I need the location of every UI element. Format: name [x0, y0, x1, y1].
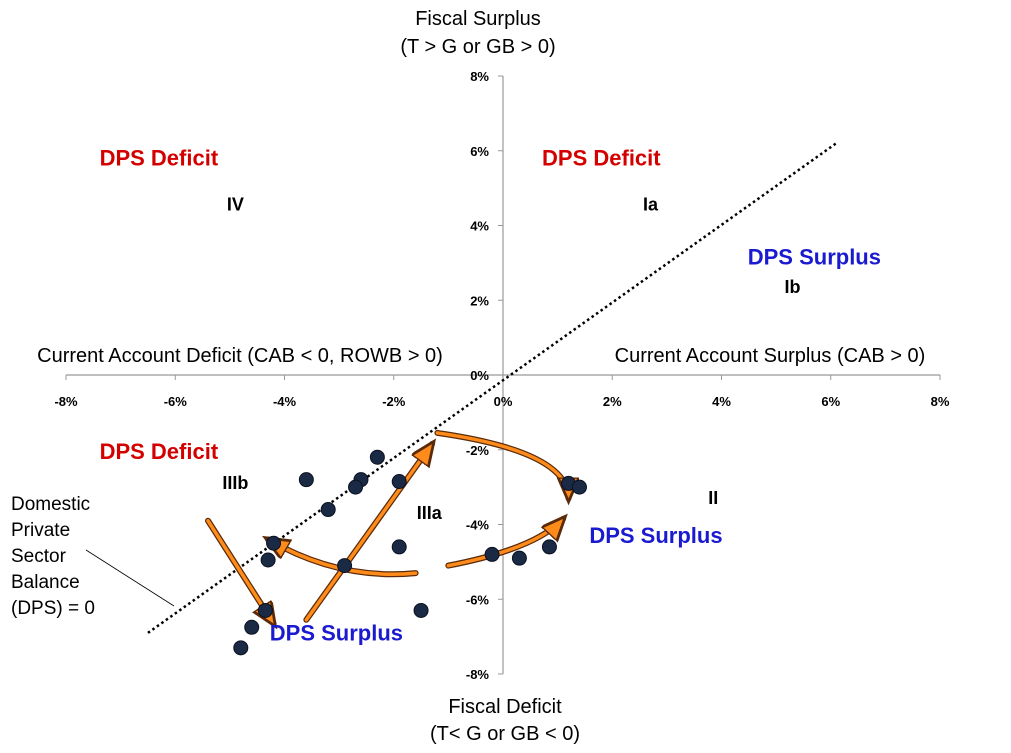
quadrant-labels: IV Ia Ib IIIb IIIa II: [222, 195, 800, 523]
region-labels: DPS Deficit DPS Deficit DPS Surplus DPS Def…: [100, 146, 881, 646]
arrows: [205, 429, 569, 624]
data-point: [369, 449, 385, 465]
region-label: DPS Deficit: [542, 146, 661, 171]
x-tick-label: -8%: [54, 394, 78, 409]
data-point: [541, 539, 557, 555]
dps-label-line: Balance: [11, 572, 80, 593]
y-axis-top-label-line2: (T > G or GB > 0): [400, 36, 555, 58]
data-point: [337, 558, 353, 574]
data-point: [257, 602, 273, 618]
quadrant-label: IV: [227, 195, 244, 215]
arrow: [304, 444, 432, 622]
quadrant-label: IIIb: [222, 473, 248, 493]
x-tick-label: 4%: [712, 394, 731, 409]
data-point: [320, 502, 336, 518]
y-tick-label: 0%: [470, 368, 489, 383]
data-point: [391, 539, 407, 555]
data-point: [391, 474, 407, 490]
x-tick-label: -6%: [164, 394, 188, 409]
y-tick-label: 8%: [470, 69, 489, 84]
region-label: DPS Surplus: [270, 620, 403, 645]
region-label: DPS Deficit: [100, 439, 219, 464]
data-point: [244, 619, 260, 635]
data-point: [484, 546, 500, 562]
data-point: [233, 640, 249, 656]
region-label: DPS Surplus: [589, 523, 722, 548]
x-tick-label: -2%: [382, 394, 406, 409]
dps-label-pointer: [85, 549, 175, 607]
data-point: [413, 602, 429, 618]
arrow: [446, 519, 563, 568]
x-tick-label: 0%: [494, 394, 513, 409]
axis-ticks: -8% -6% -4% -2% 0% 2% 4% 6% 8% 8% 6% 4% 2% 0% -2% -4% -6…: [54, 69, 949, 682]
data-point: [266, 535, 282, 551]
quadrant-label: Ia: [643, 195, 659, 215]
y-tick-label: 4%: [470, 219, 489, 234]
dps-label-line: Sector: [11, 546, 67, 567]
data-point: [511, 550, 527, 566]
dps-label-line: Private: [11, 520, 70, 541]
y-tick-label: -6%: [466, 592, 490, 607]
y-axis-top-label-line1: Fiscal Surplus: [415, 8, 541, 30]
data-point: [260, 552, 276, 568]
dps-line-label: Domestic Private Sector Balance (DPS) = 0: [11, 494, 95, 619]
y-tick-label: -8%: [466, 667, 490, 682]
quadrant-label: IIIa: [417, 503, 443, 523]
x-tick-label: 2%: [603, 394, 622, 409]
y-axis-bottom-label-line1: Fiscal Deficit: [448, 696, 562, 718]
x-axis-right-label: Current Account Surplus (CAB > 0): [615, 345, 926, 367]
data-point: [348, 479, 364, 495]
quadrant-label: II: [708, 488, 718, 508]
x-axis-left-label: Current Account Deficit (CAB < 0, ROWB >…: [37, 345, 443, 367]
y-tick-label: 6%: [470, 144, 489, 159]
dps-label-line: Domestic: [11, 494, 90, 515]
y-tick-label: -2%: [466, 443, 490, 458]
region-label: DPS Deficit: [100, 146, 219, 171]
quadrant-label: Ib: [785, 277, 801, 297]
x-tick-label: -4%: [273, 394, 297, 409]
data-points: [233, 449, 587, 656]
y-tick-label: 2%: [470, 293, 489, 308]
x-tick-label: 6%: [821, 394, 840, 409]
data-point: [571, 479, 587, 495]
y-tick-label: -4%: [466, 518, 490, 533]
x-tick-label: 8%: [931, 394, 950, 409]
region-label: DPS Surplus: [748, 245, 881, 270]
data-point: [298, 472, 314, 488]
y-axis-bottom-label-line2: (T< G or GB < 0): [430, 723, 580, 745]
dps-label-line: (DPS) = 0: [11, 598, 95, 619]
